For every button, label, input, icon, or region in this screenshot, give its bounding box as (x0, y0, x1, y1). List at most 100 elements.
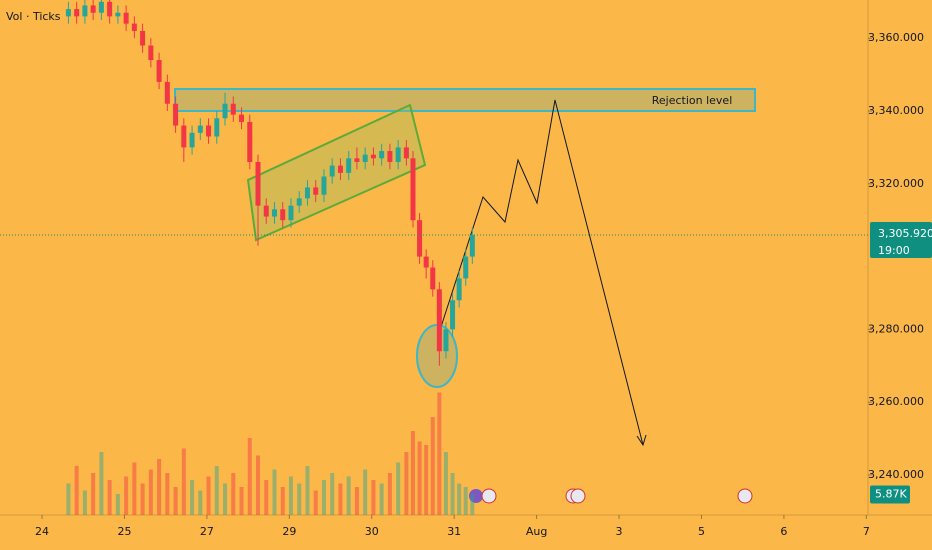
volume-bar (107, 480, 112, 515)
y-tick-label: 3,320.000 (868, 177, 924, 190)
x-tick-label: 29 (282, 525, 296, 538)
volume-bar (198, 490, 203, 515)
candle-body (395, 147, 401, 162)
volume-bar (443, 452, 448, 515)
candle-body (423, 256, 429, 268)
event-icon[interactable] (737, 488, 753, 504)
volume-bar (297, 483, 302, 515)
event-icon[interactable] (481, 488, 497, 504)
candle-body (436, 289, 442, 352)
x-tick-label: 31 (447, 525, 461, 538)
volume-bar (338, 483, 343, 515)
candle-body (296, 198, 302, 206)
volume-label: 5.87K (875, 487, 907, 500)
x-tick-label: 7 (863, 525, 870, 538)
volume-bar (157, 459, 162, 515)
candle-body (181, 125, 187, 148)
candle-body (206, 125, 212, 137)
event-icon[interactable] (570, 488, 586, 504)
volume-bar (115, 494, 120, 515)
x-tick-label: 24 (35, 525, 49, 538)
volume-bar (206, 476, 211, 515)
event-icons (469, 488, 753, 504)
candle-body (321, 176, 327, 195)
candle-body (263, 205, 269, 217)
volume-bar (99, 452, 104, 515)
candle-body (65, 9, 71, 17)
volume-bar (264, 480, 269, 515)
volume-bar (124, 476, 129, 515)
volume-bar (190, 480, 195, 515)
volume-bar (371, 480, 376, 515)
volume-bar (132, 462, 137, 515)
x-tick-label: 5 (698, 525, 705, 538)
volume-bar (430, 417, 435, 515)
candle-body (140, 30, 146, 46)
candle-body (329, 165, 335, 177)
candle-body (173, 103, 179, 126)
volume-bar (165, 473, 170, 515)
marks (65, 0, 475, 515)
volume-bar (148, 469, 153, 515)
last-price-box (870, 222, 932, 259)
volume-bar (181, 448, 186, 515)
volume-bar (280, 487, 285, 515)
candle-body (239, 114, 245, 122)
volume-bar (223, 483, 228, 515)
volume-bar (321, 480, 326, 515)
y-tick-label: 3,360.000 (868, 31, 924, 44)
candle-body (222, 103, 228, 119)
volume-bar (272, 469, 277, 515)
candle-body (469, 235, 475, 257)
candle-body (354, 158, 360, 162)
last-price-label: 3,305.920 (878, 227, 932, 240)
volume-bar (387, 473, 392, 515)
candle-body (403, 147, 409, 159)
volume-bar (410, 431, 415, 515)
candle-body (430, 267, 436, 290)
candle-body (82, 5, 88, 17)
candle-body (148, 45, 154, 61)
y-tick-label: 3,240.000 (868, 468, 924, 481)
volume-bar (417, 441, 422, 515)
candle-body (271, 209, 277, 217)
x-tick-label: 6 (780, 525, 787, 538)
candle-body (214, 118, 220, 137)
volume-bar (363, 469, 368, 515)
candle-body (456, 278, 462, 301)
volume-bar (247, 438, 252, 515)
annotation-label: Rejection level (652, 94, 733, 107)
candle-body (197, 125, 203, 133)
x-tick-label: Aug (526, 525, 547, 538)
volume-bar (214, 466, 219, 515)
volume-bar (424, 445, 429, 515)
volume-box (870, 485, 910, 504)
x-tick-label: 27 (200, 525, 214, 538)
candle-body (288, 205, 294, 221)
x-tick-label: 30 (365, 525, 379, 538)
volume-bar (74, 466, 79, 515)
candle-body (387, 151, 393, 162)
event-icon[interactable] (469, 489, 483, 503)
x-tick-label: 3 (616, 525, 623, 538)
candle-body (156, 60, 162, 82)
x-tick-label: 25 (117, 525, 131, 538)
candle-body (74, 9, 80, 17)
countdown-label: 19:00 (878, 244, 910, 257)
volume-bar (82, 490, 87, 515)
volume-bar (379, 483, 384, 515)
volume-bar (256, 455, 261, 515)
volume-bar (231, 473, 236, 515)
candle-body (131, 23, 137, 31)
volume-bar (91, 473, 96, 515)
candle-body (450, 300, 456, 330)
candle-body (107, 1, 113, 17)
candle-body (98, 1, 104, 13)
candle-body (463, 256, 469, 279)
volume-bar (305, 466, 310, 515)
candle-body (123, 12, 129, 24)
candle-body (443, 329, 449, 352)
candle-body (313, 187, 319, 195)
volume-bar (437, 392, 442, 515)
